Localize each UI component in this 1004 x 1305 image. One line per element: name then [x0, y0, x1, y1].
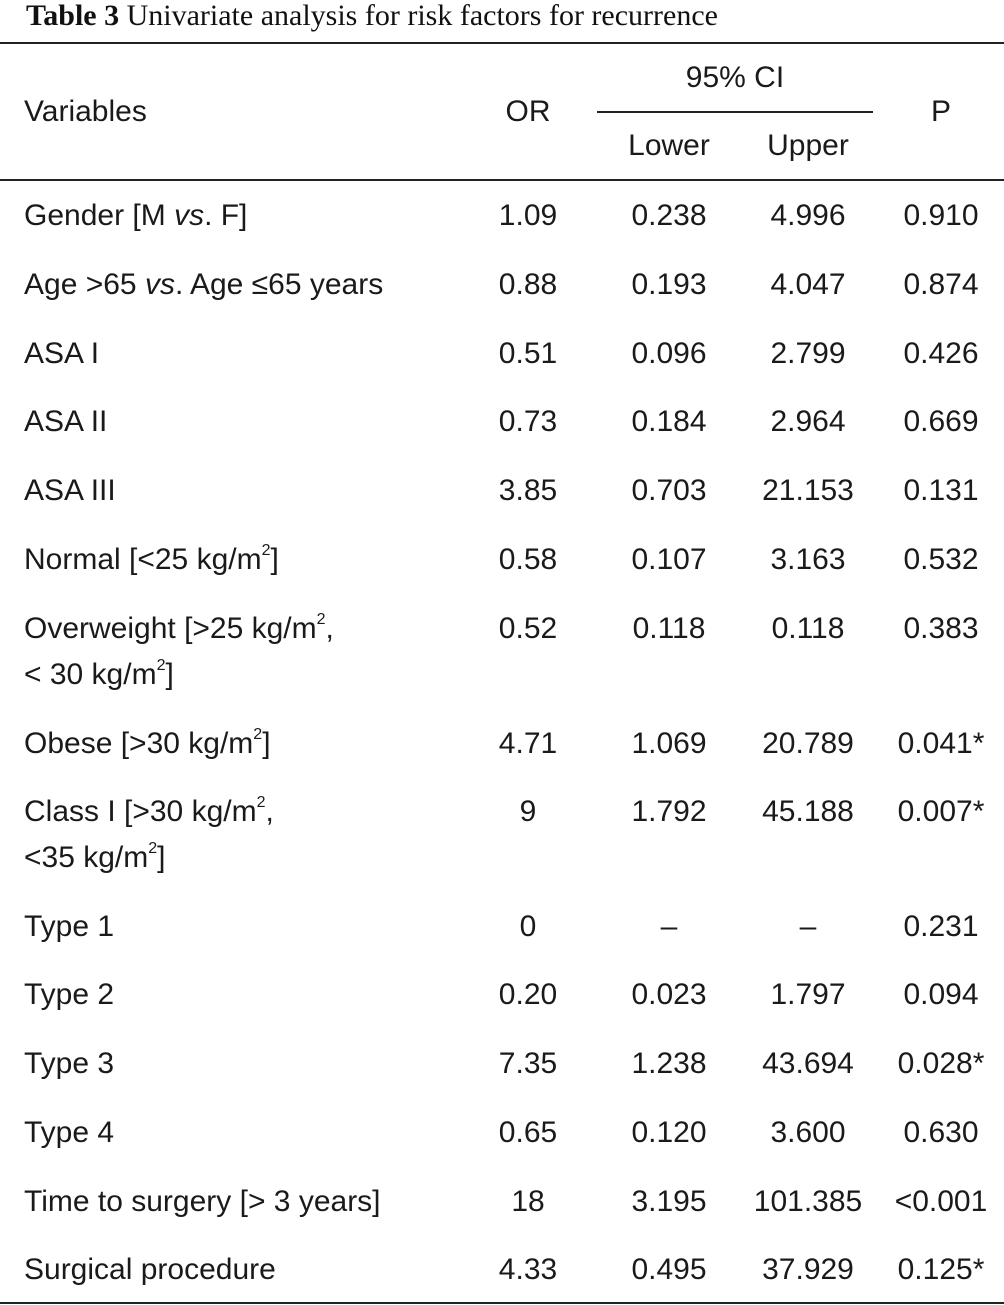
- table-caption: Table 3 Univariate analysis for risk fac…: [26, 0, 718, 36]
- cell-or: 0.51: [498, 337, 558, 370]
- cell-upper: 4.996: [770, 199, 846, 232]
- cell-lower: 0.118: [632, 612, 706, 645]
- cell-or: 9: [519, 795, 537, 828]
- cell-upper: –: [799, 910, 817, 943]
- ci-header-rule: [597, 111, 873, 113]
- row-variable-line2: < 30 kg/m2]: [24, 657, 174, 692]
- row-variable-line2: <35 kg/m2]: [24, 840, 166, 875]
- cell-or: 7.35: [498, 1047, 558, 1080]
- cell-lower: –: [660, 910, 678, 943]
- cell-p: 0.007*: [897, 795, 985, 828]
- cell-p: 0.426: [903, 337, 979, 370]
- cell-lower: 0.184: [631, 405, 707, 438]
- cell-lower: 0.703: [631, 474, 707, 507]
- cell-upper: 3.600: [770, 1116, 846, 1149]
- cell-p: 0.094: [903, 978, 979, 1011]
- cell-lower: 0.107: [631, 543, 707, 576]
- row-variable: Type 1: [24, 910, 115, 943]
- header-ci: 95% CI: [685, 61, 785, 94]
- table-label: Table 3: [26, 0, 120, 32]
- cell-upper: 1.797: [770, 978, 846, 1011]
- cell-p: 0.532: [903, 543, 979, 576]
- table-title: Univariate analysis for risk factors for…: [126, 0, 718, 32]
- row-variable: ASA I: [24, 337, 100, 370]
- row-variable: Normal [<25 kg/m2]: [24, 542, 279, 577]
- cell-lower: 1.069: [631, 727, 707, 760]
- row-variable: Class I [>30 kg/m2,: [24, 794, 274, 829]
- header-upper: Upper: [767, 129, 849, 162]
- cell-upper: 20.789: [762, 727, 854, 760]
- header-lower: Lower: [628, 129, 710, 162]
- cell-p: 0.028*: [897, 1047, 985, 1080]
- row-variable: Age >65 vs. Age ≤65 years: [24, 268, 384, 301]
- cell-p: 0.041*: [897, 727, 985, 760]
- cell-lower: 0.495: [631, 1253, 707, 1286]
- cell-lower: 0.096: [631, 337, 707, 370]
- row-variable: Gender [M vs. F]: [24, 199, 248, 232]
- cell-p: 0.125*: [897, 1253, 985, 1286]
- row-variable: Obese [>30 kg/m2]: [24, 726, 271, 761]
- cell-or: 0.20: [498, 978, 558, 1011]
- cell-upper: 43.694: [762, 1047, 854, 1080]
- cell-p: <0.001: [894, 1185, 988, 1218]
- cell-or: 1.09: [498, 199, 558, 232]
- cell-upper: 2.964: [770, 405, 846, 438]
- cell-upper: 2.799: [770, 337, 846, 370]
- row-variable: Type 4: [24, 1116, 115, 1149]
- cell-lower: 0.023: [631, 978, 707, 1011]
- cell-upper: 37.929: [762, 1253, 854, 1286]
- header-rule: [0, 179, 1004, 181]
- row-variable: Time to surgery [> 3 years]: [24, 1185, 381, 1218]
- cell-p: 0.669: [903, 405, 979, 438]
- row-variable: ASA III: [24, 474, 116, 507]
- cell-upper: 101.385: [753, 1185, 863, 1218]
- cell-or: 0.65: [498, 1116, 558, 1149]
- row-variable: Overweight [>25 kg/m2,: [24, 611, 334, 646]
- cell-upper: 4.047: [770, 268, 846, 301]
- cell-lower: 0.120: [631, 1116, 707, 1149]
- row-variable: Surgical procedure: [24, 1253, 276, 1286]
- cell-p: 0.874: [903, 268, 979, 301]
- cell-p: 0.231: [903, 910, 979, 943]
- cell-lower: 1.792: [631, 795, 707, 828]
- cell-or: 4.71: [498, 727, 558, 760]
- row-variable: Type 2: [24, 978, 115, 1011]
- cell-lower: 1.238: [631, 1047, 707, 1080]
- cell-or: 0: [519, 910, 537, 943]
- cell-or: 0.52: [498, 612, 558, 645]
- row-variable: Type 3: [24, 1047, 115, 1080]
- cell-or: 0.88: [498, 268, 558, 301]
- cell-upper: 21.153: [762, 474, 854, 507]
- header-or: OR: [505, 95, 551, 128]
- cell-or: 18: [511, 1185, 545, 1218]
- cell-upper: 0.118: [771, 612, 845, 645]
- cell-lower: 0.193: [631, 268, 707, 301]
- cell-p: 0.131: [903, 474, 979, 507]
- cell-lower: 0.238: [631, 199, 707, 232]
- table-bottom-rule: [0, 1302, 1004, 1304]
- cell-or: 4.33: [498, 1253, 558, 1286]
- cell-or: 3.85: [498, 474, 558, 507]
- header-p: P: [930, 95, 951, 128]
- table-top-rule: [0, 42, 1004, 44]
- row-variable: ASA II: [24, 405, 108, 438]
- cell-or: 0.58: [498, 543, 558, 576]
- cell-p: 0.910: [903, 199, 979, 232]
- header-variables: Variables: [24, 95, 147, 128]
- cell-or: 0.73: [498, 405, 558, 438]
- cell-p: 0.383: [903, 612, 979, 645]
- cell-upper: 3.163: [770, 543, 846, 576]
- cell-upper: 45.188: [762, 795, 854, 828]
- cell-p: 0.630: [903, 1116, 979, 1149]
- cell-lower: 3.195: [631, 1185, 707, 1218]
